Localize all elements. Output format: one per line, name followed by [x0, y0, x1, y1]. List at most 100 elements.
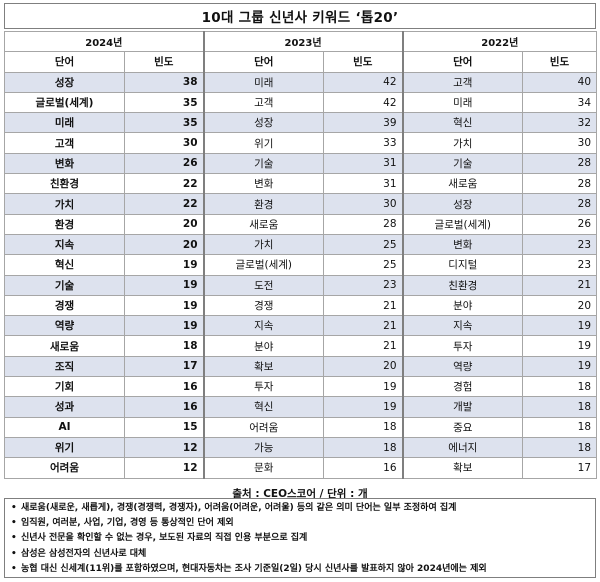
- keyword-cell: 지속: [202, 315, 325, 337]
- table-row: 혁신 19 글로벌(세계) 25 디지털 23: [4, 254, 598, 276]
- keyword-cell: 지속: [401, 315, 524, 337]
- frequency-cell: 23: [522, 254, 598, 276]
- notes-list: • 새로움(새로운, 새롭게), 경쟁(경쟁력, 경쟁자), 어려움(어려운, 어…: [11, 501, 589, 577]
- frequency-cell: 18: [522, 436, 598, 459]
- table-row: 성장 38 미래 42 고객 40: [4, 71, 598, 93]
- table-row: 위기 12 가능 18 에너지 18: [4, 436, 598, 459]
- note-item: • 임직원, 여러분, 사업, 기업, 경영 등 통상적인 단어 제외: [11, 516, 589, 531]
- year-2024-header: 2024년: [3, 30, 205, 53]
- frequency-cell: 20: [123, 233, 205, 256]
- keyword-cell: 조직: [4, 355, 125, 378]
- keyword-cell: 중요: [401, 416, 524, 438]
- keyword-cell: 어려움: [202, 416, 325, 438]
- keyword-cell: 경쟁: [4, 294, 125, 317]
- frequency-cell: 17: [123, 355, 205, 378]
- frequency-cell: 19: [522, 315, 598, 337]
- keyword-cell: 도전: [202, 274, 325, 296]
- bullet-icon: •: [11, 533, 17, 544]
- frequency-cell: 19: [123, 254, 205, 276]
- frequency-cell: 16: [323, 457, 404, 479]
- keyword-cell: 새로움: [4, 335, 125, 357]
- keyword-cell: 성과: [4, 396, 125, 418]
- freq-header: 빈도: [522, 51, 598, 73]
- frequency-cell: 19: [123, 294, 205, 317]
- frequency-cell: 28: [522, 173, 598, 195]
- keyword-cell: 기회: [4, 376, 125, 398]
- frequency-cell: 19: [323, 376, 404, 398]
- keyword-cell: 위기: [4, 436, 125, 459]
- frequency-cell: 19: [522, 335, 598, 357]
- word-header: 단어: [4, 51, 125, 73]
- frequency-cell: 38: [123, 71, 205, 93]
- frequency-cell: 12: [123, 457, 205, 479]
- keyword-cell: 위기: [202, 132, 325, 154]
- table-row: 글로벌(세계) 35 고객 42 미래 34: [4, 91, 598, 114]
- frequency-cell: 12: [123, 436, 205, 459]
- frequency-cell: 18: [522, 416, 598, 438]
- keyword-cell: 가능: [202, 436, 325, 459]
- note-text: 새로움(새로운, 새롭게), 경쟁(경쟁력, 경쟁자), 어려움(어려운, 어려…: [21, 503, 457, 513]
- freq-header: 빈도: [323, 51, 404, 73]
- frequency-cell: 30: [123, 132, 205, 154]
- keyword-cell: 어려움: [4, 457, 125, 479]
- keyword-cell: 디지털: [401, 254, 524, 276]
- freq-header: 빈도: [123, 51, 205, 73]
- report-title: 10대 그룹 신년사 키워드 ‘톱20’: [201, 10, 399, 26]
- frequency-cell: 28: [522, 152, 598, 175]
- bullet-icon: •: [11, 518, 17, 529]
- keyword-cell: 투자: [202, 376, 325, 398]
- year-header-row: 2024년 2023년 2022년: [3, 30, 598, 53]
- keyword-cell: 고객: [401, 71, 524, 93]
- frequency-cell: 19: [323, 396, 404, 418]
- keyword-cell: 혁신: [202, 396, 325, 418]
- frequency-cell: 30: [522, 132, 598, 154]
- frequency-cell: 19: [123, 315, 205, 337]
- table-row: 경쟁 19 경쟁 21 분야 20: [4, 294, 598, 317]
- keyword-cell: 성장: [202, 112, 325, 134]
- keyword-cell: 환경: [202, 193, 325, 215]
- keyword-cell: 확보: [202, 355, 325, 378]
- frequency-cell: 18: [123, 335, 205, 357]
- note-text: 삼성은 삼성전자의 신년사로 대체: [21, 548, 147, 559]
- note-text: 신년사 전문을 확인할 수 없는 경우, 보도된 자료의 직접 인용 부분으로 …: [21, 533, 308, 544]
- frequency-cell: 19: [522, 355, 598, 378]
- keyword-cell: 에너지: [401, 436, 524, 459]
- keyword-cell: 분야: [401, 294, 524, 317]
- table-row: 기회 16 투자 19 경험 18: [4, 376, 598, 398]
- frequency-cell: 33: [323, 132, 404, 154]
- keyword-cell: 가치: [4, 193, 125, 215]
- keyword-table: 2024년 2023년 2022년 단어 빈도 단어 빈도 단어 빈도 성장 38…: [3, 30, 598, 479]
- keyword-cell: 혁신: [4, 254, 125, 276]
- keyword-cell: 가치: [401, 132, 524, 154]
- keyword-cell: 성장: [4, 71, 125, 93]
- frequency-cell: 18: [323, 416, 404, 438]
- keyword-cell: 친환경: [4, 173, 125, 195]
- frequency-cell: 42: [323, 91, 404, 114]
- keyword-cell: 변화: [401, 233, 524, 256]
- note-item: • 농협 대신 신세계(11위)를 포함하였으며, 현대자동차는 조사 기준일(2…: [11, 562, 589, 577]
- keyword-cell: 개발: [401, 396, 524, 418]
- frequency-cell: 21: [323, 294, 404, 317]
- keyword-cell: 성장: [401, 193, 524, 215]
- column-header-row: 단어 빈도 단어 빈도 단어 빈도: [4, 51, 598, 73]
- keyword-cell: 미래: [4, 112, 125, 134]
- frequency-cell: 31: [323, 173, 404, 195]
- frequency-cell: 19: [123, 274, 205, 296]
- note-item: • 신년사 전문을 확인할 수 없는 경우, 보도된 자료의 직접 인용 부분으로…: [11, 531, 589, 546]
- keyword-cell: 경험: [401, 376, 524, 398]
- keyword-cell: 기술: [202, 152, 325, 175]
- keyword-cell: 가치: [202, 233, 325, 256]
- keyword-cell: 환경: [4, 213, 125, 235]
- bullet-icon: •: [11, 548, 17, 559]
- frequency-cell: 28: [323, 213, 404, 235]
- year-2022-header: 2022년: [401, 30, 598, 53]
- keyword-cell: 새로움: [202, 213, 325, 235]
- frequency-cell: 21: [323, 315, 404, 337]
- keyword-cell: 글로벌(세계): [401, 213, 524, 235]
- frequency-cell: 21: [323, 335, 404, 357]
- frequency-cell: 22: [123, 193, 205, 215]
- keyword-cell: 확보: [401, 457, 524, 479]
- keyword-cell: 경쟁: [202, 294, 325, 317]
- keyword-cell: 기술: [401, 152, 524, 175]
- keyword-cell: 역량: [401, 355, 524, 378]
